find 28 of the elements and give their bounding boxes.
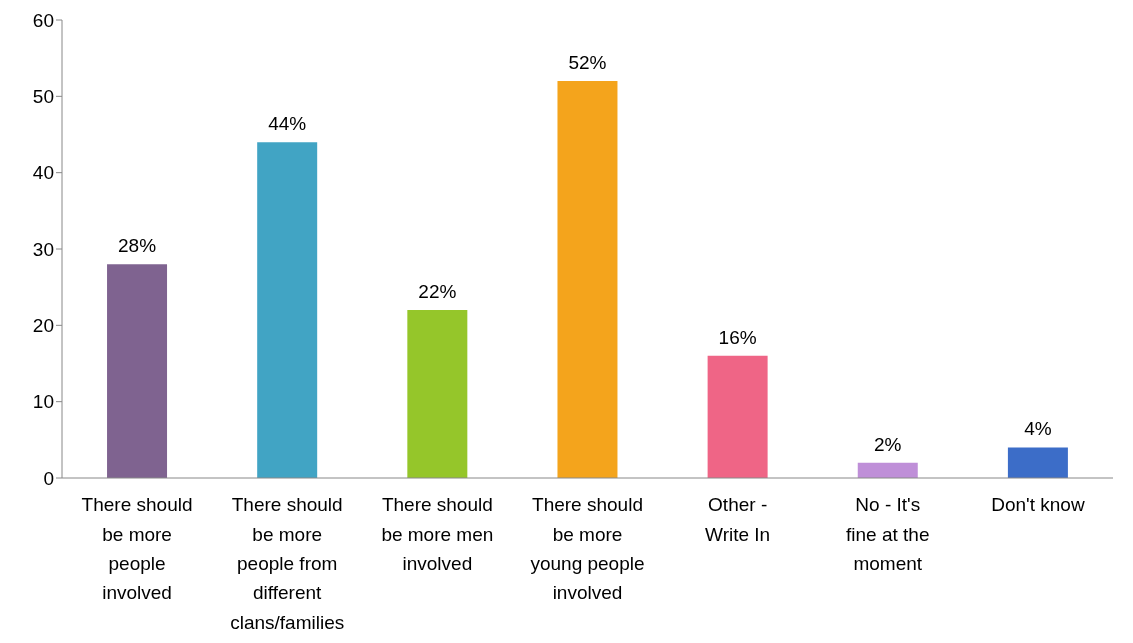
- data-label: 44%: [268, 113, 307, 135]
- bar: [1007, 447, 1068, 478]
- x-tick-label: There should be more people involved: [81, 494, 193, 604]
- y-tick-label: 0: [43, 467, 54, 489]
- data-label: 2%: [874, 433, 902, 455]
- x-tick-label: Other - Write In: [705, 494, 771, 545]
- x-tick-label: There should be more men involved: [381, 494, 494, 574]
- y-tick-label: 60: [32, 9, 54, 31]
- x-tick-label: No - It's fine at the moment: [846, 494, 930, 574]
- y-tick-label: 40: [32, 162, 54, 184]
- data-label: 4%: [1024, 418, 1052, 440]
- x-tick-label: Don't know: [991, 494, 1085, 516]
- x-tick-label: There should be more people from different clans/families: [230, 494, 345, 633]
- y-tick-label: 20: [32, 315, 54, 337]
- x-tick-label: There should be more young people involved: [530, 494, 645, 604]
- data-label: 22%: [418, 281, 457, 303]
- bar: [857, 462, 918, 478]
- data-label: 16%: [718, 326, 757, 348]
- y-tick-label: 50: [32, 86, 54, 108]
- data-label: 28%: [118, 235, 157, 257]
- y-tick-label: 30: [32, 238, 54, 260]
- bar: [407, 310, 468, 478]
- y-tick-label: 10: [32, 391, 54, 413]
- bar: [707, 355, 768, 478]
- bar: [107, 264, 168, 478]
- data-label: 52%: [568, 52, 607, 74]
- bar: [257, 142, 318, 478]
- bar: [557, 81, 618, 478]
